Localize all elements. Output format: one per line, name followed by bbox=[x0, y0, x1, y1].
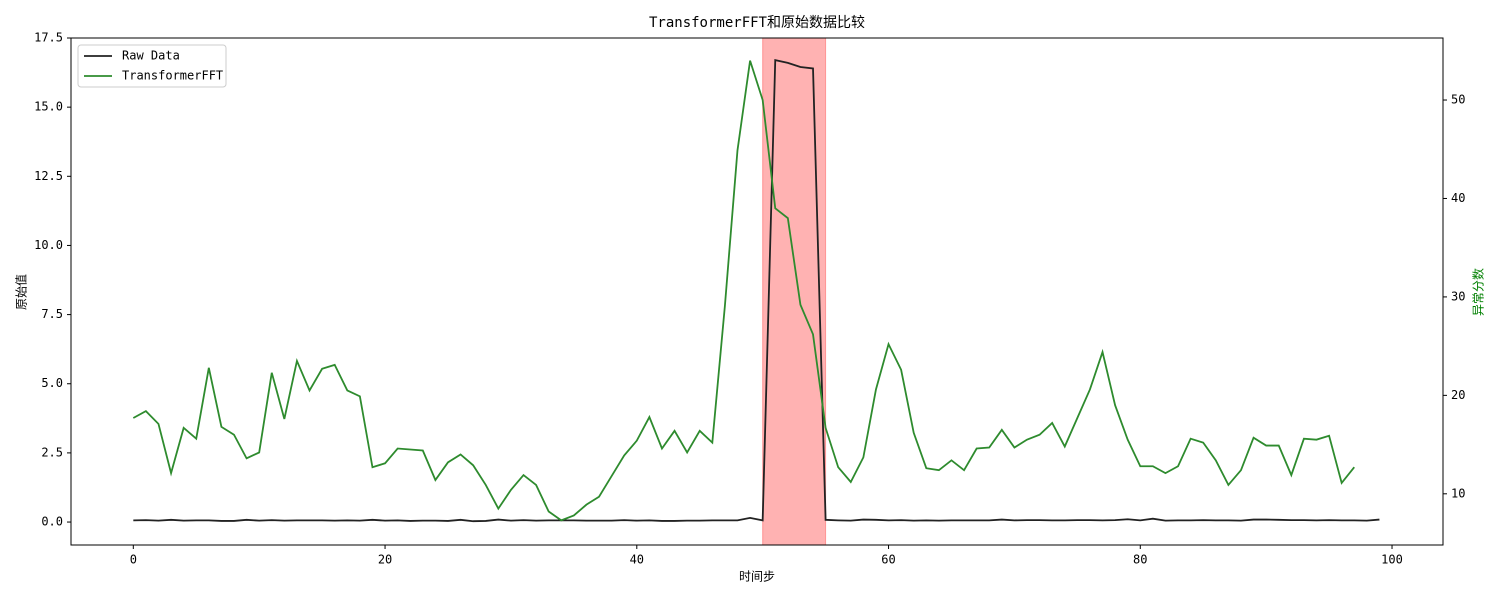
y2-tick-label: 30 bbox=[1451, 289, 1465, 303]
x-tick-label: 60 bbox=[881, 553, 895, 567]
chart-title: TransformerFFT和原始数据比较 bbox=[649, 15, 865, 31]
y2-tick-label: 10 bbox=[1451, 486, 1465, 500]
x-tick-label: 40 bbox=[630, 553, 644, 567]
data-line bbox=[132, 60, 1355, 522]
y2-axis-label: 异常分数 bbox=[1471, 268, 1486, 316]
y2-tick-label: 20 bbox=[1451, 388, 1465, 402]
legend-label: TransformerFFT bbox=[122, 69, 223, 83]
y-tick-label: 12.5 bbox=[34, 169, 63, 183]
x-tick-label: 0 bbox=[130, 553, 137, 567]
x-axis-label: 时间步 bbox=[739, 570, 775, 584]
y-tick-label: 15.0 bbox=[34, 100, 63, 114]
y-tick-label: 5.0 bbox=[41, 376, 63, 390]
y2-tick-label: 50 bbox=[1451, 93, 1465, 107]
x-tick-label: 100 bbox=[1381, 553, 1403, 567]
data-line bbox=[133, 59, 1380, 523]
y2-tick-label: 40 bbox=[1451, 191, 1465, 205]
y-tick-label: 2.5 bbox=[41, 445, 63, 459]
plot-frame bbox=[70, 37, 1444, 546]
highlight-span bbox=[762, 37, 827, 546]
y-axis-label: 原始值 bbox=[14, 274, 29, 310]
legend-label: Raw Data bbox=[122, 49, 180, 63]
legend-box bbox=[77, 44, 227, 88]
x-tick-label: 20 bbox=[378, 553, 392, 567]
y-tick-label: 17.5 bbox=[34, 31, 63, 45]
x-tick-label: 80 bbox=[1133, 553, 1147, 567]
y-tick-label: 7.5 bbox=[41, 307, 63, 321]
y-tick-label: 10.0 bbox=[34, 238, 63, 252]
y-tick-label: 0.0 bbox=[41, 515, 63, 529]
